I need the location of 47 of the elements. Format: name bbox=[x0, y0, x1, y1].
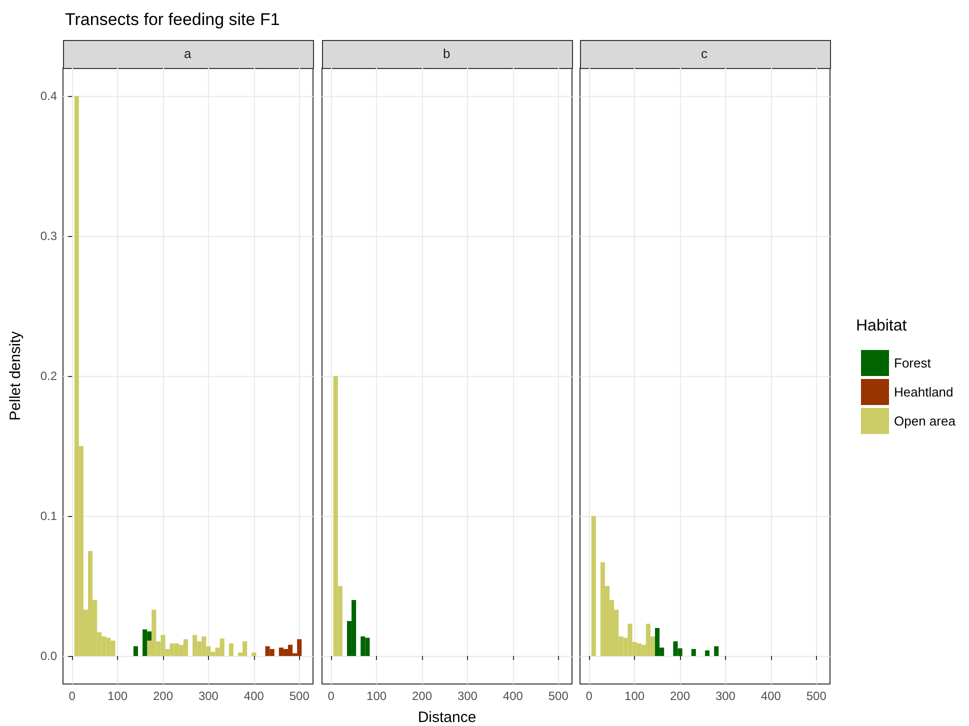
y-axis-title: Pellet density bbox=[7, 330, 24, 421]
bar bbox=[360, 636, 366, 656]
bar bbox=[655, 628, 660, 656]
bar bbox=[228, 643, 234, 656]
x-tick-label: 200 bbox=[670, 689, 690, 703]
chart-subtitle: c bbox=[701, 46, 708, 61]
x-tick-label: 200 bbox=[412, 689, 432, 703]
x-tick-label: 500 bbox=[289, 689, 310, 703]
y-tick-label: 0.2 bbox=[40, 369, 58, 383]
x-tick-label: 0 bbox=[68, 689, 76, 703]
y-tick-label: 0.4 bbox=[40, 89, 58, 103]
x-tick-label: 500 bbox=[806, 689, 827, 703]
x-tick-label: 100 bbox=[108, 689, 128, 703]
bar bbox=[714, 646, 719, 656]
x-tick-label: 500 bbox=[548, 689, 569, 703]
x-tick-label: 0 bbox=[328, 689, 335, 703]
legend-label: Heahtland bbox=[894, 384, 954, 400]
bar bbox=[691, 649, 696, 656]
x-tick-label: 200 bbox=[152, 689, 174, 703]
y-tick-label: 0.3 bbox=[40, 229, 58, 243]
bar bbox=[220, 638, 224, 656]
x-tick-label: 400 bbox=[502, 689, 524, 703]
x-tick-label: 100 bbox=[624, 689, 645, 703]
x-tick-label: 100 bbox=[366, 689, 387, 703]
bar bbox=[252, 652, 256, 656]
x-axis-title: Distance bbox=[418, 709, 476, 726]
bar bbox=[705, 650, 710, 656]
y-tick-label: 0.0 bbox=[40, 649, 58, 663]
legend-label: Open area bbox=[894, 414, 956, 428]
bar bbox=[591, 516, 596, 656]
y-tick-label: 0.1 bbox=[40, 509, 58, 523]
chart-subtitle: a bbox=[184, 46, 192, 61]
legend-title: Habitat bbox=[856, 318, 908, 334]
bar bbox=[133, 646, 138, 656]
legend-label: Forest bbox=[894, 356, 932, 370]
bar bbox=[183, 639, 188, 656]
bar bbox=[142, 629, 148, 656]
x-tick-label: 0 bbox=[586, 689, 593, 703]
chart-title: Transects for feeding site F1 bbox=[65, 10, 280, 29]
x-tick-label: 400 bbox=[760, 689, 782, 703]
bar bbox=[270, 649, 274, 656]
chart-subtitle: b bbox=[443, 46, 450, 61]
x-tick-label: 300 bbox=[715, 689, 736, 703]
x-tick-label: 300 bbox=[457, 689, 478, 703]
x-tick-label: 300 bbox=[198, 689, 219, 703]
bar bbox=[192, 635, 198, 656]
x-tick-label: 400 bbox=[244, 689, 264, 703]
